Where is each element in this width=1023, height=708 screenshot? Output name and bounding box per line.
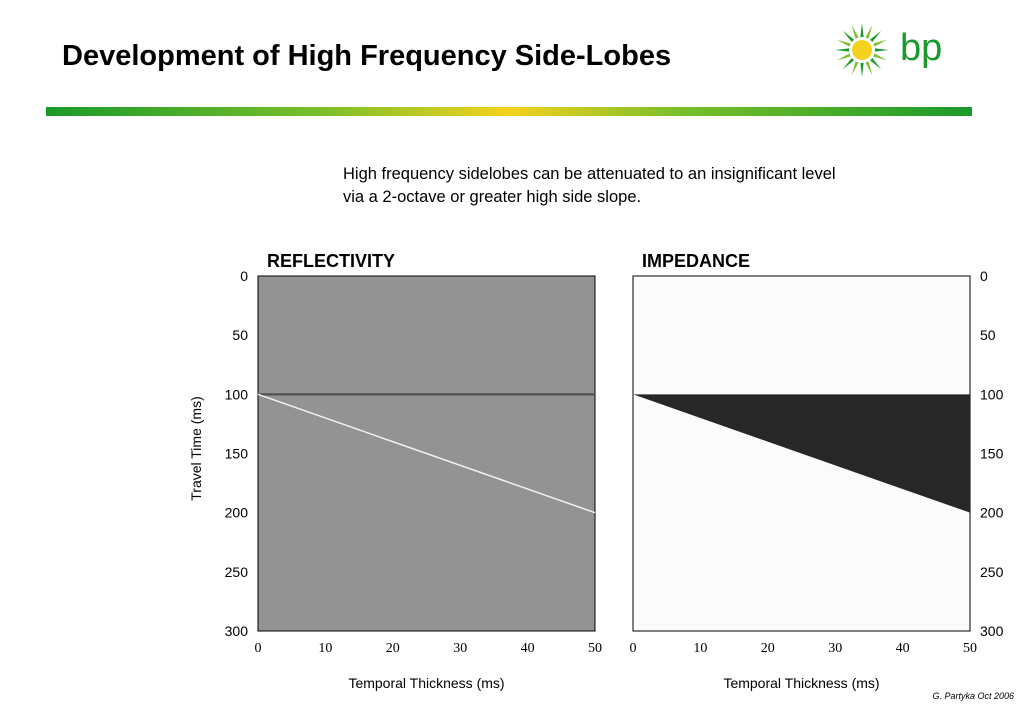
header-divider xyxy=(46,107,972,116)
y-tick-label: 0 xyxy=(980,268,988,284)
x-axis-label: Temporal Thickness (ms) xyxy=(723,675,879,691)
reflectivity-chart: REFLECTIVITY 0 10 20 30 40 50 0 50 100 150 200 250 30… xyxy=(188,251,602,691)
y-tick-label: 100 xyxy=(980,386,1004,402)
y-tick-label: 50 xyxy=(232,327,248,343)
helios-ray xyxy=(842,30,856,44)
helios-ray xyxy=(860,60,864,77)
helios-ray xyxy=(835,48,852,52)
y-axis-label: Travel Time (ms) xyxy=(188,396,204,500)
panel-title: IMPEDANCE xyxy=(642,251,750,271)
helios-ray xyxy=(837,39,853,48)
base-reflector-line xyxy=(257,393,596,514)
x-tick-label: 20 xyxy=(761,641,775,656)
y-tick-label: 0 xyxy=(240,268,248,284)
helios-ray xyxy=(864,25,873,41)
bp-logo-text: bp xyxy=(900,27,942,69)
y-tick-label: 150 xyxy=(980,446,1004,462)
caption: High frequency sidelobes can be attenuat… xyxy=(343,163,903,209)
helios-ray xyxy=(851,59,860,75)
helios-ray xyxy=(871,39,887,48)
y-tick-label: 300 xyxy=(980,623,1004,639)
caption-line-2: via a 2-octave or greater high side slop… xyxy=(343,188,642,206)
x-tick-label: 30 xyxy=(828,641,842,656)
x-tick-label: 40 xyxy=(521,641,535,656)
helios-ray xyxy=(864,59,873,75)
bp-logo: bp xyxy=(835,23,942,77)
helios-ray xyxy=(868,30,882,44)
x-tick-label: 40 xyxy=(896,641,910,656)
x-tick-label: 0 xyxy=(630,641,637,656)
x-tick-label: 50 xyxy=(588,641,602,656)
helios-ray xyxy=(860,23,864,40)
y-tick-label: 150 xyxy=(225,446,249,462)
x-tick-label: 50 xyxy=(963,641,977,656)
panel-title: REFLECTIVITY xyxy=(267,251,395,271)
y-tick-label: 250 xyxy=(980,564,1004,580)
y-tick-label: 300 xyxy=(225,623,249,639)
x-tick-label: 10 xyxy=(693,641,707,656)
impedance-chart: IMPEDANCE 0 10 20 30 40 50 0 50 100 150 200 250 300 Te… xyxy=(630,251,1004,691)
caption-line-1: High frequency sidelobes can be attenuat… xyxy=(343,165,836,183)
helios-ray xyxy=(868,56,882,70)
y-tick-label: 250 xyxy=(225,564,249,580)
bp-helios-icon xyxy=(835,23,889,77)
helios-core xyxy=(852,40,872,60)
helios-ray xyxy=(851,25,860,41)
x-axis-label: Temporal Thickness (ms) xyxy=(348,675,504,691)
x-tick-label: 10 xyxy=(318,641,332,656)
slide-title: Development of High Frequency Side-Lobes xyxy=(62,40,672,72)
x-tick-label: 0 xyxy=(255,641,262,656)
helios-ray xyxy=(872,48,889,52)
helios-ray xyxy=(837,52,853,61)
y-tick-label: 200 xyxy=(225,505,249,521)
y-tick-label: 100 xyxy=(225,386,249,402)
x-tick-label: 30 xyxy=(453,641,467,656)
helios-ray xyxy=(871,52,887,61)
impedance-wedge xyxy=(633,394,970,513)
y-tick-label: 200 xyxy=(980,505,1004,521)
helios-ray xyxy=(842,56,856,70)
y-tick-label: 50 xyxy=(980,327,996,343)
x-tick-label: 20 xyxy=(386,641,400,656)
author-credit: G. Partyka Oct 2006 xyxy=(932,691,1014,701)
